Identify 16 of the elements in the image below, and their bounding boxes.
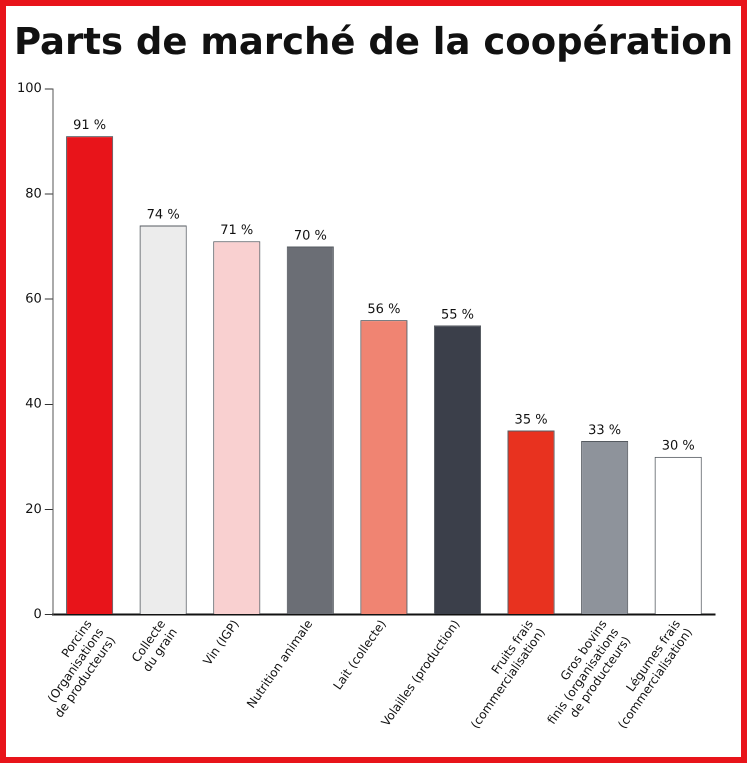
data-label: 55 % bbox=[440, 307, 474, 322]
data-label: 70 % bbox=[294, 228, 327, 244]
chart-title: Parts de marché de la coopération bbox=[12, 20, 734, 63]
y-tick-label: 20 bbox=[25, 502, 42, 517]
data-label: 74 % bbox=[146, 207, 180, 222]
data-label: 56 % bbox=[367, 302, 400, 318]
data-label: 71 % bbox=[220, 223, 254, 238]
data-label: 33 % bbox=[588, 422, 622, 438]
y-tick-label: 80 bbox=[25, 186, 42, 202]
data-label: 35 % bbox=[514, 412, 548, 428]
data-label: 30 % bbox=[662, 438, 695, 454]
y-tick-label: 60 bbox=[25, 291, 42, 306]
y-tick-label: 100 bbox=[16, 81, 42, 96]
y-tick-label: 0 bbox=[34, 606, 42, 622]
y-tick-label: 40 bbox=[25, 396, 42, 412]
data-label: 91 % bbox=[73, 118, 106, 133]
